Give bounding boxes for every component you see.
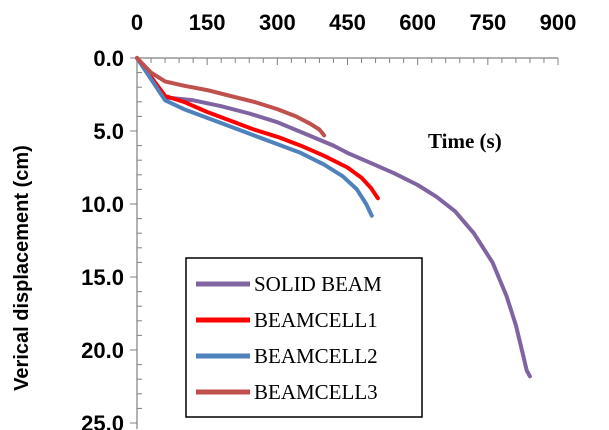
x-tick-label: 0 bbox=[131, 10, 143, 35]
series-line-beamcell1 bbox=[135, 56, 380, 201]
legend: SOLID BEAM BEAMCELL1 BEAMCELL2 BEAMCELL3 bbox=[185, 257, 423, 418]
y-tick-label: 0.0 bbox=[93, 46, 124, 71]
y-tick-label: 5.0 bbox=[93, 119, 124, 144]
x-ticks bbox=[136, 58, 559, 65]
y-tick-labels: 0.0 5.0 10.0 15.0 20.0 25.0 bbox=[81, 46, 124, 430]
y-tick-label: 15.0 bbox=[81, 265, 124, 290]
y-tick-label: 20.0 bbox=[81, 338, 124, 363]
legend-label: BEAMCELL2 bbox=[254, 344, 378, 368]
x-tick-label: 600 bbox=[399, 10, 436, 35]
legend-label: BEAMCELL3 bbox=[254, 380, 378, 404]
legend-label: BEAMCELL1 bbox=[254, 308, 378, 332]
series-line-solid-beam bbox=[135, 56, 532, 379]
y-axis-title: Verical displacement (cm) bbox=[11, 145, 33, 391]
x-axis-title: Time (s) bbox=[428, 129, 502, 153]
series-line-beamcell2 bbox=[135, 56, 374, 218]
y-ticks bbox=[130, 57, 142, 424]
legend-items: SOLID BEAM BEAMCELL1 BEAMCELL2 BEAMCELL3 bbox=[196, 272, 382, 404]
x-tick-label: 450 bbox=[329, 10, 366, 35]
x-tick-label: 150 bbox=[189, 10, 226, 35]
x-tick-label: 900 bbox=[540, 10, 577, 35]
legend-label: SOLID BEAM bbox=[254, 272, 382, 296]
x-tick-label: 750 bbox=[469, 10, 506, 35]
x-tick-labels: 0 150 300 450 600 750 900 bbox=[131, 10, 576, 35]
x-tick-label: 300 bbox=[259, 10, 296, 35]
y-tick-label: 25.0 bbox=[81, 411, 124, 430]
series-line-beamcell3 bbox=[135, 56, 327, 138]
y-tick-label: 10.0 bbox=[81, 192, 124, 217]
series-layer bbox=[135, 56, 532, 379]
